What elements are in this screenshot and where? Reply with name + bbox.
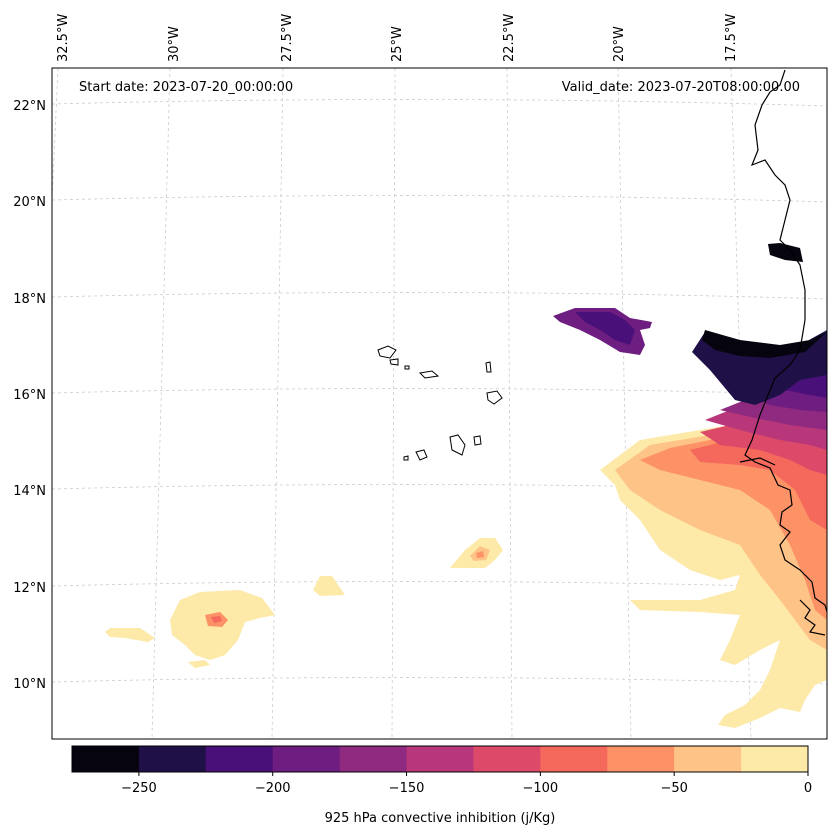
colorbar-segment (205, 746, 274, 772)
island-sao-vicente (389, 358, 399, 366)
colorbar-tick-label: −50 (660, 781, 687, 796)
contour-west-blob-core (211, 616, 222, 623)
lon-label-25: 25°W (390, 26, 405, 62)
gridline-lat-20 (51, 195, 828, 203)
colorbar-label: 925 hPa convective inhibition (j/Kg) (325, 811, 556, 826)
coastline-gambia (739, 457, 776, 466)
gridline-lon-22-5 (506, 67, 513, 740)
contour-west-tail (105, 628, 155, 642)
gridline-lon-20 (617, 67, 632, 740)
contour-plume-inner (575, 312, 635, 345)
island-santa-luzia (404, 365, 410, 370)
colorbar-frame (71, 745, 809, 773)
colorbar-segment (540, 746, 608, 772)
gridline-lat-10 (51, 677, 828, 685)
gridline-lat-18 (51, 292, 828, 300)
coastline-group (739, 69, 828, 636)
gridline-lon-25 (391, 67, 396, 740)
colorbar-tick-label: 0 (804, 781, 812, 796)
lat-label-20: 20°N (13, 195, 46, 210)
colorbar-segment (339, 746, 408, 772)
lat-labels: 22°N 20°N 18°N 16°N 14°N 12°N 10°N (13, 99, 46, 692)
lon-label-32-5: 32.5°W (56, 14, 71, 62)
cape-verde-islands (377, 345, 503, 461)
island-boa-vista (486, 390, 503, 405)
lat-label-10: 10°N (13, 677, 46, 692)
lon-label-27-5: 27.5°W (280, 14, 295, 62)
island-sao-nicolau (418, 370, 440, 379)
lat-label-14: 14°N (13, 484, 46, 499)
lat-label-16: 16°N (13, 388, 46, 403)
colorbar-segment (72, 746, 140, 772)
gridline-lat-12 (51, 581, 828, 589)
colorbar-segment (138, 746, 207, 772)
colorbar-segment (674, 746, 742, 772)
contour-band-10 (702, 330, 827, 358)
island-brava (403, 455, 409, 461)
lat-label-12: 12°N (13, 581, 46, 596)
island-sal (485, 361, 492, 373)
colorbar-tick-label: −200 (255, 781, 291, 796)
map-area (52, 68, 827, 739)
lat-label-22: 22°N (13, 99, 46, 114)
lat-label-18: 18°N (13, 292, 46, 307)
lon-label-22-5: 22.5°W (502, 14, 517, 62)
colorbar-tick-label: −250 (121, 781, 157, 796)
start-date-label: Start date: 2023-07-20_00:00:00 (79, 80, 293, 95)
gridline-lat-14 (51, 484, 828, 492)
colorbar-segment (473, 746, 541, 772)
contour-small-patch-a (313, 576, 345, 596)
island-fogo (415, 449, 428, 461)
colorbar-segment (741, 746, 809, 772)
map-frame (51, 67, 828, 740)
colorbar-segment (607, 746, 675, 772)
lon-label-17-5: 17.5°W (724, 14, 739, 62)
island-santiago (449, 434, 466, 456)
gridline-lat-22 (51, 99, 828, 107)
lon-labels: 32.5°W 30°W 27.5°W 25°W 22.5°W 20°W 17.5… (56, 14, 739, 62)
valid-date-label: Valid_date: 2023-07-20T08:00:00.00 (562, 80, 800, 95)
gridline-lat-16 (51, 388, 828, 396)
colorbar: −250 −200 −150 −100 −50 0 (71, 745, 812, 796)
coastline-west-africa (744, 69, 828, 613)
contour-patch-b-core (476, 551, 484, 558)
island-santo-antao (377, 345, 397, 359)
colorbar-tick-label: −150 (389, 781, 425, 796)
contour-west-tail2 (188, 660, 210, 668)
gridline-lon-30 (151, 67, 171, 740)
colorbar-segment (406, 746, 474, 772)
contour-fill-group (105, 243, 827, 728)
colorbar-tick-label: −100 (523, 781, 559, 796)
gridline-lon-27-5 (271, 67, 284, 740)
island-maio (473, 435, 482, 446)
lon-label-30: 30°W (167, 26, 182, 62)
lon-label-20: 20°W (612, 26, 627, 62)
gridline-lon-32-5 (51, 67, 59, 201)
colorbar-segment (272, 746, 341, 772)
coastline-guinea-bissau (799, 599, 826, 636)
